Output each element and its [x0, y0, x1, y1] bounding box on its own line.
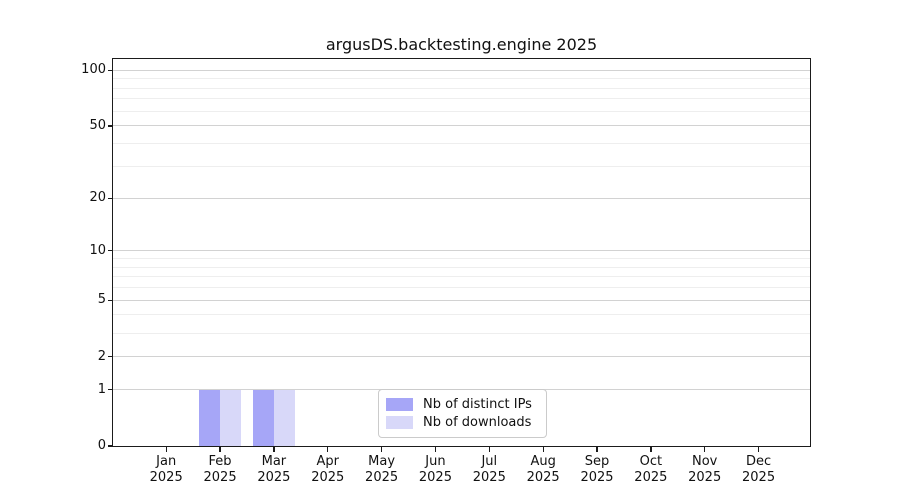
gridline-minor-80	[113, 87, 810, 89]
x-tick-mark-jan	[165, 447, 167, 452]
gridline-major-10	[113, 250, 810, 252]
gridline-minor-60	[113, 110, 810, 112]
x-tick-mark-may	[381, 447, 383, 452]
gridline-minor-7	[113, 276, 810, 278]
gridline-minor-6	[113, 287, 810, 289]
x-tick-mark-apr	[327, 447, 329, 452]
y-tick-mark-100	[107, 69, 112, 71]
chart-title: argusDS.backtesting.engine 2025	[325, 35, 598, 54]
bar-distinct-ips-feb	[199, 389, 221, 446]
legend-label-distinct-ips: Nb of distinct IPs	[423, 397, 532, 412]
x-tick-label-apr: Apr 2025	[311, 453, 345, 485]
x-tick-label-aug: Aug 2025	[526, 453, 560, 485]
y-tick-label-1: 1	[97, 381, 106, 397]
x-tick-mark-aug	[542, 447, 544, 452]
legend-swatch-downloads	[386, 416, 413, 429]
x-tick-label-may: May 2025	[365, 453, 399, 485]
y-tick-label-100: 100	[81, 62, 106, 78]
y-tick-mark-0	[107, 445, 112, 447]
y-tick-label-20: 20	[89, 190, 106, 206]
gridline-minor-4	[113, 314, 810, 316]
legend-label-downloads: Nb of downloads	[423, 415, 532, 430]
gridline-minor-9	[113, 258, 810, 260]
legend-item-downloads: Nb of downloads	[386, 414, 538, 431]
x-tick-label-oct: Oct 2025	[634, 453, 668, 485]
x-tick-label-dec: Dec 2025	[742, 453, 776, 485]
gridline-major-20	[113, 197, 810, 199]
gridline-minor-30	[113, 165, 810, 167]
y-tick-label-10: 10	[89, 242, 106, 258]
y-tick-mark-5	[107, 299, 112, 301]
x-tick-label-nov: Nov 2025	[688, 453, 722, 485]
x-tick-mark-feb	[219, 447, 221, 452]
y-tick-label-50: 50	[89, 117, 106, 133]
x-tick-label-jan: Jan 2025	[149, 453, 183, 485]
x-tick-label-jun: Jun 2025	[418, 453, 452, 485]
gridline-minor-40	[113, 143, 810, 145]
gridline-major-2	[113, 356, 810, 358]
gridline-minor-90	[113, 78, 810, 80]
x-tick-label-feb: Feb 2025	[203, 453, 237, 485]
x-tick-label-sep: Sep 2025	[580, 453, 614, 485]
gridline-major-5	[113, 299, 810, 301]
y-tick-mark-20	[107, 197, 112, 199]
x-tick-mark-oct	[650, 447, 652, 452]
x-tick-mark-nov	[704, 447, 706, 452]
bar-downloads-mar	[273, 389, 295, 446]
y-tick-mark-10	[107, 250, 112, 252]
gridline-major-50	[113, 125, 810, 127]
bar-downloads-feb	[220, 389, 242, 446]
y-tick-mark-1	[107, 388, 112, 391]
y-tick-label-2: 2	[97, 348, 106, 364]
x-tick-mark-dec	[757, 447, 760, 452]
gridline-minor-8	[113, 266, 810, 268]
legend: Nb of distinct IPs Nb of downloads	[378, 389, 547, 438]
y-tick-mark-50	[107, 125, 112, 127]
gridline-minor-3	[113, 332, 810, 334]
y-tick-label-0: 0	[97, 438, 106, 453]
x-tick-label-jul: Jul 2025	[472, 453, 506, 485]
plot-area	[112, 58, 811, 447]
legend-item-distinct-ips: Nb of distinct IPs	[386, 396, 538, 413]
x-tick-mark-mar	[273, 447, 275, 452]
x-tick-label-mar: Mar 2025	[257, 453, 291, 485]
x-tick-mark-sep	[596, 447, 598, 452]
y-tick-mark-2	[107, 355, 112, 358]
gridline-major-100	[113, 69, 810, 71]
bar-distinct-ips-mar	[252, 389, 274, 446]
x-tick-mark-jul	[488, 447, 490, 452]
gridline-minor-70	[113, 98, 810, 100]
legend-swatch-distinct-ips	[386, 398, 413, 411]
x-tick-mark-jun	[434, 447, 437, 452]
y-tick-label-5: 5	[97, 292, 106, 308]
